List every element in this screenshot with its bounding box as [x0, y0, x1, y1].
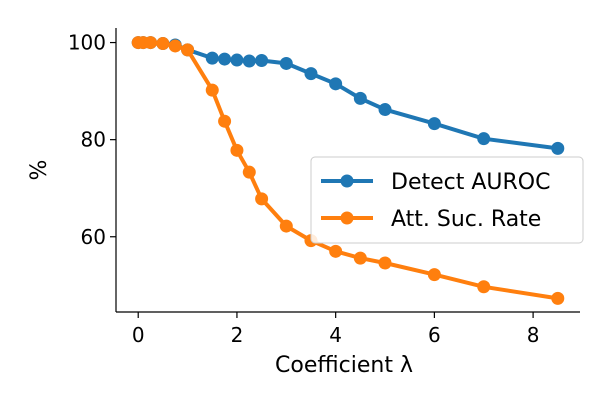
data-point	[304, 67, 318, 81]
data-point	[156, 37, 170, 51]
y-axis-label: %	[27, 160, 52, 181]
legend: Detect AUROC Att. Suc. Rate	[310, 156, 584, 244]
series-layer	[131, 36, 565, 305]
data-point	[353, 251, 367, 265]
data-point	[242, 54, 256, 68]
y-tick-label: 100	[68, 31, 106, 55]
x-tick-label: 2	[231, 323, 244, 347]
series-line	[136, 40, 560, 151]
y-tick-label: 80	[81, 128, 106, 152]
data-point	[427, 268, 441, 282]
x-tick-label: 6	[428, 323, 441, 347]
data-point	[551, 291, 565, 305]
data-point	[477, 132, 491, 146]
x-axis-label: Coefficient λ	[275, 353, 413, 378]
data-point	[551, 141, 565, 155]
data-point	[230, 143, 244, 157]
legend-entry-label: Detect AUROC	[391, 170, 550, 195]
legend-swatch-marker	[340, 174, 354, 188]
x-tick-label: 4	[329, 323, 342, 347]
data-point	[329, 77, 343, 91]
x-tick-label: 8	[527, 323, 540, 347]
data-point	[205, 51, 219, 65]
data-point	[218, 114, 232, 128]
data-point	[279, 219, 293, 233]
data-point	[378, 256, 392, 270]
data-point	[144, 36, 158, 50]
data-point	[255, 192, 269, 206]
data-point	[230, 53, 244, 67]
data-point	[255, 54, 269, 68]
legend-swatch-marker	[340, 211, 354, 225]
data-point	[168, 39, 182, 53]
data-point	[205, 83, 219, 97]
x-tick-label: 0	[132, 323, 145, 347]
series-0	[131, 36, 565, 155]
data-point	[242, 165, 256, 179]
data-point	[427, 117, 441, 131]
data-point	[329, 244, 343, 258]
y-tick-label: 60	[81, 225, 106, 249]
series-1	[131, 36, 565, 305]
data-point	[181, 43, 195, 57]
axes: 0 2 4 6 8 60 80 100 Coefficient λ%	[27, 28, 580, 378]
data-point	[218, 52, 232, 66]
legend-box	[310, 156, 584, 244]
data-point	[477, 280, 491, 294]
data-point	[279, 56, 293, 70]
data-point	[353, 91, 367, 105]
legend-entry-label: Att. Suc. Rate	[391, 207, 541, 232]
data-point	[378, 103, 392, 117]
